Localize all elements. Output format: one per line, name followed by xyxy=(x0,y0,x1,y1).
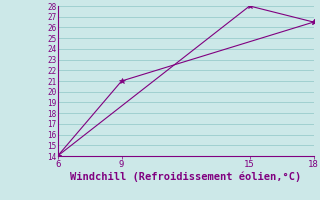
X-axis label: Windchill (Refroidissement éolien,°C): Windchill (Refroidissement éolien,°C) xyxy=(70,172,301,182)
